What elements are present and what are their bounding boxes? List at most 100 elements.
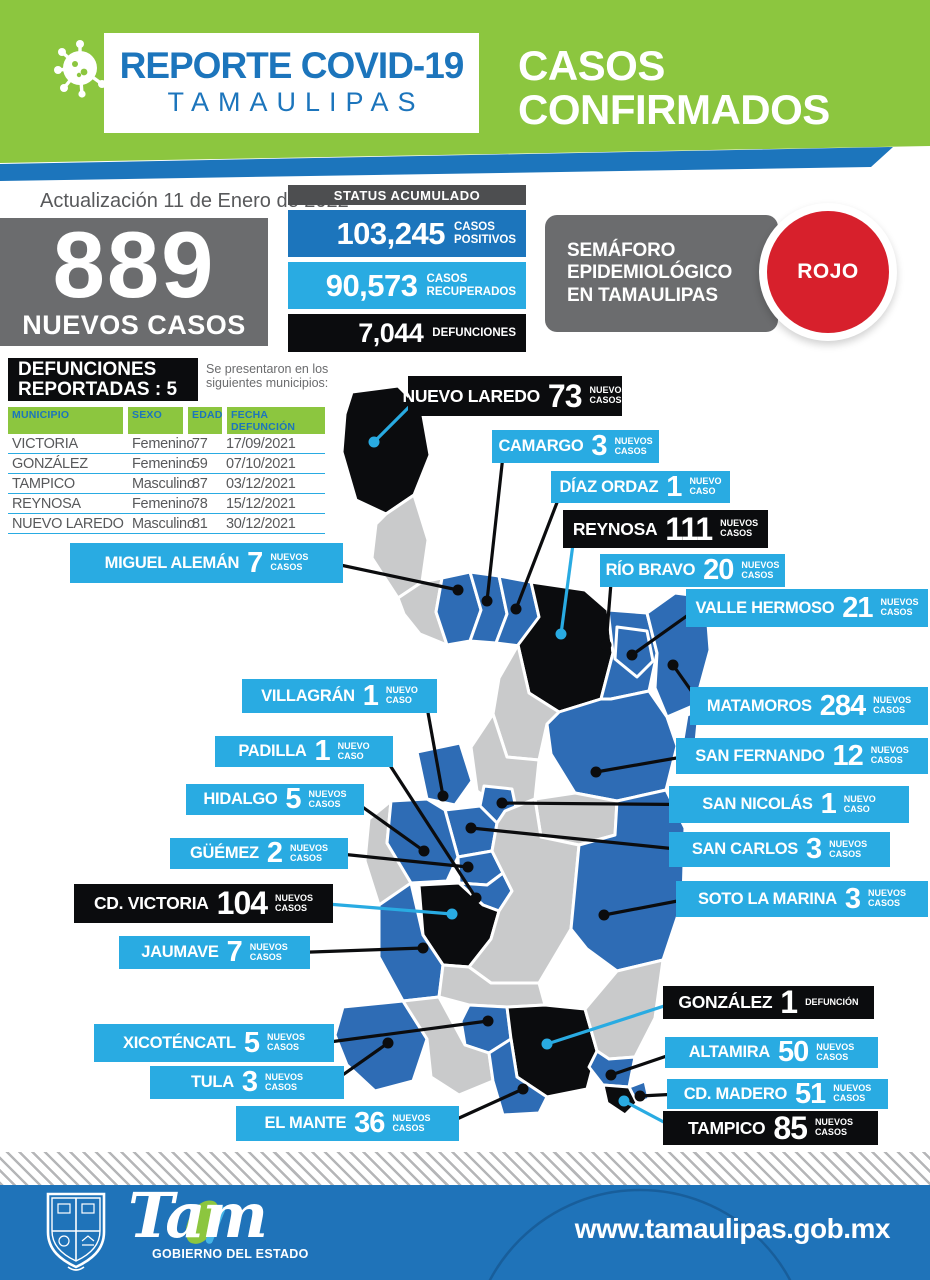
map-callout-cd-victoria: CD. VICTORIA 104 NUEVOS CASOS xyxy=(74,884,333,923)
accumulated-status-block: STATUS ACUMULADO 103,245 CASOS POSITIVOS 90… xyxy=(288,185,526,352)
callout-dot-tula xyxy=(382,1037,394,1049)
callout-line-diaz-ordaz xyxy=(514,486,565,610)
callout-unit-label: NUEVOS CASOS xyxy=(289,842,328,863)
callout-unit-label: NUEVOS CASOS xyxy=(720,518,759,538)
callout-municipality-name: TAMPICO xyxy=(688,1117,766,1138)
municipality-mier xyxy=(396,576,449,647)
report-title: REPORTE COVID-19 xyxy=(119,45,465,87)
callout-dot-villagran xyxy=(437,790,449,802)
callout-case-count: 36 xyxy=(354,1107,385,1139)
map-callout-valle-hermoso: VALLE HERMOSO 21 NUEVOS CASOS xyxy=(686,589,928,627)
callout-case-count: 85 xyxy=(773,1109,808,1146)
callout-dot-hidalgo xyxy=(418,845,430,857)
callout-line-san-carlos xyxy=(470,826,682,852)
status-bar-casos-positivos: 103,245 CASOS POSITIVOS xyxy=(288,210,526,257)
new-cases-box: 889 NUEVOS CASOS xyxy=(0,218,268,346)
callout-municipality-name: RÍO BRAVO xyxy=(605,561,696,579)
callout-case-count: 73 xyxy=(547,377,583,414)
map-callout-tula: TULA 3 NUEVOS CASOS xyxy=(150,1066,344,1099)
map-callout-padilla: PADILLA 1 NUEVO CASO xyxy=(215,735,393,767)
callout-municipality-name: MIGUEL ALEMÁN xyxy=(104,553,240,572)
municipality-gonzalez xyxy=(505,1003,599,1099)
map-callout-reynosa: REYNOSA 111 NUEVOS CASOS xyxy=(563,510,768,548)
map-callout-guemez: GÜÉMEZ 2 NUEVOS CASOS xyxy=(170,837,348,869)
municipality-rio-bravo xyxy=(599,608,659,701)
municipality-burgos xyxy=(469,712,541,813)
callout-dot-matamoros xyxy=(667,659,679,671)
callout-unit-label: NUEVOS CASOS xyxy=(833,1083,872,1103)
deaths-table-body: VICTORIA Femenino 77 17/09/2021 GONZÁLEZ Feme… xyxy=(8,434,325,534)
callout-dot-el-mante xyxy=(517,1083,529,1095)
map-callout-diaz-ordaz: DÍAZ ORDAZ 1 NUEVO CASO xyxy=(551,471,730,503)
callout-municipality-name: SAN CARLOS xyxy=(691,840,798,858)
callout-case-count: 1 xyxy=(362,679,379,712)
deaths-table: MUNICIPIO SEXO EDAD FECHA DEFUNCIÓN VICTORI… xyxy=(8,407,325,534)
callout-case-count: 1 xyxy=(780,984,798,1020)
status-title: STATUS ACUMULADO xyxy=(288,185,526,205)
callout-unit-label: NUEVOS CASOS xyxy=(270,552,309,572)
callout-unit-label: NUEVOS CASOS xyxy=(614,435,653,456)
callout-case-count: 7 xyxy=(226,936,243,968)
callout-dot-rio-bravo xyxy=(600,639,612,651)
callout-unit-label: DEFUNCIÓN xyxy=(805,996,859,1007)
callout-unit-label: NUEVOS CASOS xyxy=(829,838,868,859)
map-callout-camargo: CAMARGO 3 NUEVOS CASOS xyxy=(492,430,659,463)
callout-municipality-name: HIDALGO xyxy=(203,790,278,808)
municipality-san-carlos xyxy=(443,804,499,859)
callout-dot-tampico xyxy=(618,1095,630,1107)
municipality-padilla xyxy=(457,871,514,913)
callout-municipality-name: TULA xyxy=(191,1073,234,1091)
callout-municipality-name: JAUMAVE xyxy=(141,943,219,961)
column-header: EDAD xyxy=(188,407,222,434)
callout-municipality-name: VILLAGRÁN xyxy=(261,686,355,705)
callout-unit-label: NUEVOS CASOS xyxy=(867,888,906,908)
table-row: TAMPICO Masculino 87 03/12/2021 xyxy=(8,474,325,494)
callout-case-count: 5 xyxy=(243,1026,260,1059)
municipality-cd-madero xyxy=(627,1079,651,1105)
callout-dot-gonzalez xyxy=(541,1038,553,1050)
callout-dot-altamira xyxy=(605,1069,617,1081)
traffic-light-level: ROJO xyxy=(797,260,859,283)
status-bars: 103,245 CASOS POSITIVOS 90,573 CASOS RECUPERA… xyxy=(288,210,526,352)
municipality-soto-la-marina xyxy=(569,788,687,973)
municipality-reynosa xyxy=(516,580,615,714)
callout-municipality-name: EL MANTE xyxy=(264,1114,347,1132)
update-date: Actualización 11 de Enero de 2022 xyxy=(40,190,349,212)
callout-case-count: 111 xyxy=(665,510,713,547)
map-callout-xicotencatl: XICOTÉNCATL 5 NUEVOS CASOS xyxy=(94,1024,334,1062)
table-row: GONZÁLEZ Femenino 59 07/10/2021 xyxy=(8,454,325,474)
map-callout-san-carlos: SAN CARLOS 3 NUEVOS CASOS xyxy=(669,832,890,867)
municipality-diaz-ordaz xyxy=(494,574,541,649)
callout-line-miguel-aleman xyxy=(330,561,459,592)
red-light-circle: ROJO xyxy=(767,211,889,333)
callout-dot-valle-hermoso xyxy=(626,649,638,661)
callout-dot-padilla xyxy=(470,892,482,904)
callout-unit-label: NUEVO CASO xyxy=(843,793,876,814)
map-callout-miguel-aleman: MIGUEL ALEMÁN 7 NUEVOS CASOS xyxy=(70,543,343,583)
table-row: NUEVO LAREDO Masculino 81 30/12/2021 xyxy=(8,514,325,534)
municipality-guerrero xyxy=(370,493,430,600)
callout-unit-label: NUEVOS CASOS xyxy=(266,1032,305,1052)
tam-government-logo: Tam GOBIERNO DEL ESTADO xyxy=(128,1185,328,1276)
callout-unit-label: NUEVOS CASOS xyxy=(589,385,628,405)
callout-municipality-name: SOTO LA MARINA xyxy=(698,889,837,908)
callout-unit-label: NUEVO CASO xyxy=(337,740,370,761)
municipality-tula xyxy=(333,999,429,1093)
callout-municipality-name: SAN NICOLÁS xyxy=(702,795,813,813)
callout-unit-label: NUEVOS CASOS xyxy=(249,941,288,962)
callout-municipality-name: SAN FERNANDO xyxy=(695,746,825,765)
callout-case-count: 51 xyxy=(795,1077,826,1110)
new-cases-value: 889 xyxy=(52,212,216,318)
map-callout-gonzalez: GONZÁLEZ 1 DEFUNCIÓN xyxy=(663,984,874,1020)
status-value: 7,044 xyxy=(358,317,424,348)
callout-line-xicotencatl xyxy=(321,1019,489,1045)
callout-municipality-name: REYNOSA xyxy=(572,518,658,539)
callout-line-camargo xyxy=(485,446,506,602)
callout-case-count: 20 xyxy=(703,554,734,586)
callout-case-count: 50 xyxy=(778,1036,809,1068)
deaths-note: Se presentaron en los siguientes municip… xyxy=(206,362,329,391)
municipality-villagran xyxy=(415,741,474,807)
municipality-el-mante xyxy=(487,1037,549,1117)
municipality-miguel-aleman xyxy=(434,570,483,647)
map-callout-nuevo-laredo: NUEVO LAREDO 73 NUEVOS CASOS xyxy=(403,376,628,416)
